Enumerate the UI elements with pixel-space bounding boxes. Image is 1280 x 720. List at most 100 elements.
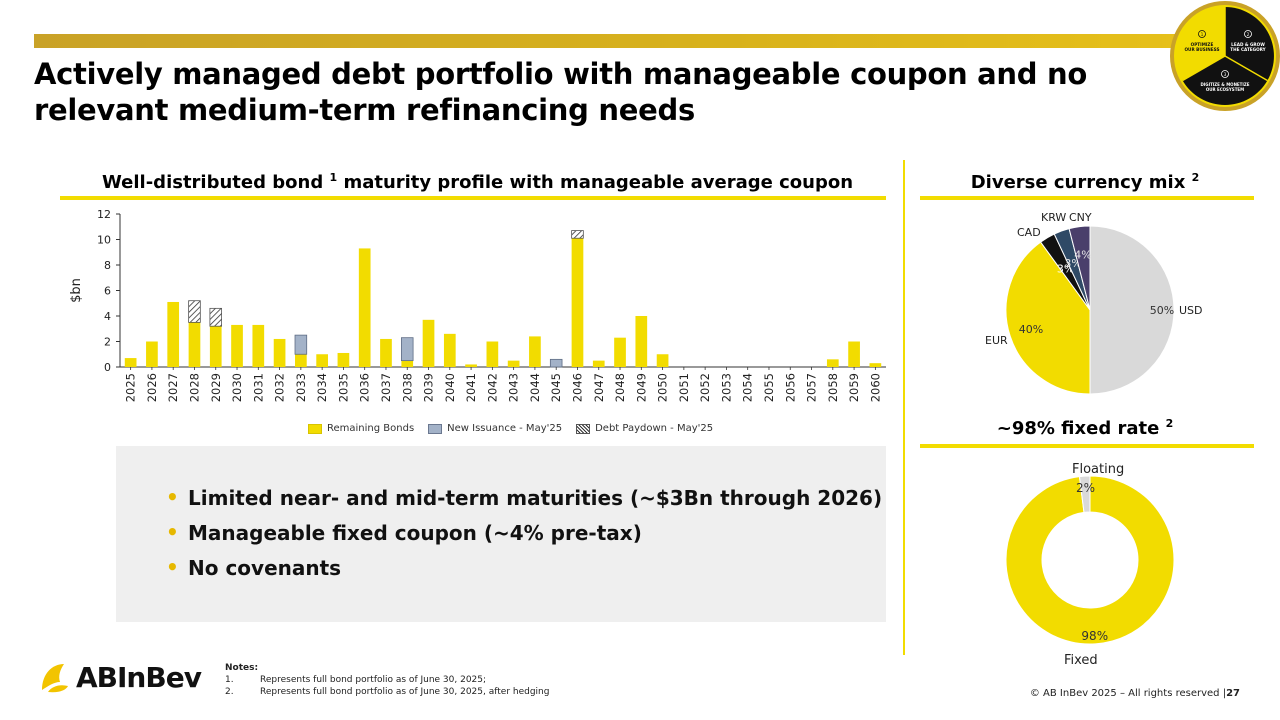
fixed-rate-donut: 98% 2% bbox=[1005, 475, 1175, 645]
bar-debt-paydown-2029 bbox=[209, 307, 223, 327]
currency-label-cny: CNY bbox=[1069, 211, 1092, 224]
bar-remaining-2042 bbox=[486, 341, 499, 367]
label-floating: Floating bbox=[1072, 462, 1125, 477]
note-item: 1. Represents full bond portfolio as of … bbox=[225, 674, 549, 686]
badge-text-2: LEAD & GROW THE CATEGORY bbox=[1230, 42, 1266, 52]
legend-label-remaining: Remaining Bonds bbox=[327, 423, 415, 434]
strategy-wheel-badge: 1 OPTIMIZE OUR BUSINESS 2 LEAD & GROW THE … bbox=[1170, 1, 1280, 111]
x-tick-label: 2044 bbox=[528, 373, 542, 402]
currency-mix-title: Diverse currency mix 2 bbox=[970, 171, 1200, 193]
x-tick-label: 2048 bbox=[613, 373, 627, 402]
legend-debt-paydown: Debt Paydown - May'25 bbox=[576, 423, 713, 434]
bar-remaining-2060 bbox=[869, 363, 882, 367]
y-tick-label: 8 bbox=[104, 259, 111, 272]
top-accent-bar bbox=[34, 34, 1184, 48]
x-tick-label: 2040 bbox=[443, 373, 457, 402]
slice-value-fixed: 98% bbox=[1081, 629, 1108, 643]
bar-remaining-2025 bbox=[124, 358, 137, 367]
fixed-title-underline bbox=[920, 444, 1254, 448]
bar-remaining-2026 bbox=[146, 341, 158, 367]
maturity-title-underline bbox=[60, 196, 886, 200]
key-points-panel: Limited near- and mid-term maturities (~… bbox=[116, 446, 886, 622]
currency-label-cad: KRW bbox=[1041, 211, 1067, 224]
x-tick-label: 2039 bbox=[422, 373, 436, 402]
slice-floating bbox=[1078, 475, 1091, 513]
bar-remaining-2049 bbox=[635, 316, 648, 367]
key-points-list: Limited near- and mid-term maturities (~… bbox=[166, 485, 882, 591]
slice-cny bbox=[1068, 225, 1091, 311]
badge-num-2: 2 bbox=[1247, 32, 1250, 37]
bar-new-issuance-2045 bbox=[549, 358, 563, 368]
bar-remaining-2032 bbox=[273, 338, 286, 367]
legend-label-new-issuance: New Issuance - May'25 bbox=[447, 423, 563, 434]
note-number: 1. bbox=[225, 675, 234, 685]
bar-remaining-2047 bbox=[592, 360, 605, 367]
slice-value-usd: 50% bbox=[1150, 304, 1174, 317]
legend-swatch-debt-paydown bbox=[576, 423, 591, 434]
page-title: Actively managed debt portfolio with man… bbox=[34, 57, 1087, 127]
bar-remaining-2033 bbox=[295, 354, 307, 367]
x-tick-label: 2053 bbox=[719, 373, 733, 402]
legend-remaining-bonds: Remaining Bonds bbox=[308, 423, 414, 434]
y-tick-label: 6 bbox=[104, 285, 111, 298]
page-number: 27 bbox=[1226, 688, 1240, 699]
badge-num-3: 3 bbox=[1224, 72, 1227, 77]
x-tick-label: 2025 bbox=[124, 373, 138, 402]
x-tick-label: 2038 bbox=[400, 373, 414, 402]
bar-remaining-2046 bbox=[571, 238, 584, 367]
x-tick-label: 2047 bbox=[592, 373, 606, 402]
bar-remaining-2044 bbox=[529, 336, 541, 367]
x-tick-label: 2033 bbox=[294, 373, 308, 402]
fixed-rate-title: ~98% fixed rate 2 bbox=[996, 417, 1174, 439]
x-tick-label: 2027 bbox=[166, 373, 180, 402]
note-text: Represents full bond portfolio as of Jun… bbox=[260, 687, 550, 697]
notes-heading: Notes: bbox=[225, 663, 259, 673]
copyright-footer: © AB InBev 2025 – All rights reserved |2… bbox=[1030, 688, 1240, 699]
bar-debt-paydown-2046 bbox=[571, 230, 584, 239]
x-tick-label: 2042 bbox=[485, 373, 499, 402]
copyright-text: © AB InBev 2025 – All rights reserved | bbox=[1029, 688, 1227, 699]
x-tick-label: 2029 bbox=[209, 373, 223, 402]
y-tick-label: 4 bbox=[104, 310, 111, 323]
x-tick-label: 2055 bbox=[762, 373, 776, 402]
note-item: 2. Represents full bond portfolio as of … bbox=[225, 686, 549, 698]
x-tick-label: 2026 bbox=[145, 373, 159, 402]
y-axis-label: $bn bbox=[69, 278, 84, 303]
currency-mix-donut: 50%40%3%3%4% bbox=[1005, 225, 1175, 395]
legend-swatch-new-issuance bbox=[428, 423, 443, 434]
bar-debt-paydown-2028 bbox=[188, 300, 201, 323]
bar-remaining-2048 bbox=[614, 337, 626, 367]
x-tick-label: 2030 bbox=[230, 373, 244, 402]
y-tick-label: 0 bbox=[104, 361, 111, 374]
slice-eur bbox=[1005, 241, 1091, 395]
label-fixed: Fixed bbox=[1064, 653, 1098, 668]
bar-remaining-2036 bbox=[358, 248, 371, 367]
maturity-profile-title: Well-distributed bond 1 maturity profile… bbox=[101, 171, 854, 193]
currency-label-eur: EUR bbox=[985, 334, 1008, 347]
x-tick-label: 2041 bbox=[464, 373, 478, 402]
slice-value-cny: 4% bbox=[1074, 248, 1091, 261]
x-tick-label: 2056 bbox=[783, 373, 797, 402]
bar-remaining-2034 bbox=[316, 354, 328, 367]
legend-new-issuance: New Issuance - May'25 bbox=[428, 423, 562, 434]
x-tick-label: 2036 bbox=[358, 373, 372, 402]
key-point-item: Limited near- and mid-term maturities (~… bbox=[166, 485, 882, 510]
badge-text-1: OPTIMIZE OUR BUSINESS bbox=[1184, 42, 1219, 52]
currency-title-underline bbox=[920, 196, 1254, 200]
x-tick-label: 2050 bbox=[656, 373, 670, 402]
bar-remaining-2059 bbox=[848, 341, 860, 367]
slice-fixed bbox=[1005, 475, 1175, 645]
bar-chart-legend: Remaining Bonds New Issuance - May'25 De… bbox=[308, 423, 713, 434]
x-tick-label: 2049 bbox=[634, 373, 648, 402]
x-tick-label: 2051 bbox=[677, 373, 691, 402]
x-tick-label: 2059 bbox=[847, 373, 861, 402]
slice-value-floating: 2% bbox=[1076, 481, 1095, 495]
vertical-divider bbox=[903, 160, 905, 655]
currency-label-usd: USD bbox=[1179, 304, 1203, 317]
x-tick-label: 2054 bbox=[741, 373, 755, 402]
bar-remaining-2037 bbox=[380, 338, 392, 367]
bar-remaining-2031 bbox=[252, 324, 265, 367]
bar-remaining-2039 bbox=[422, 319, 435, 367]
x-tick-label: 2060 bbox=[868, 373, 882, 402]
badge-num-1: 1 bbox=[1201, 32, 1204, 37]
